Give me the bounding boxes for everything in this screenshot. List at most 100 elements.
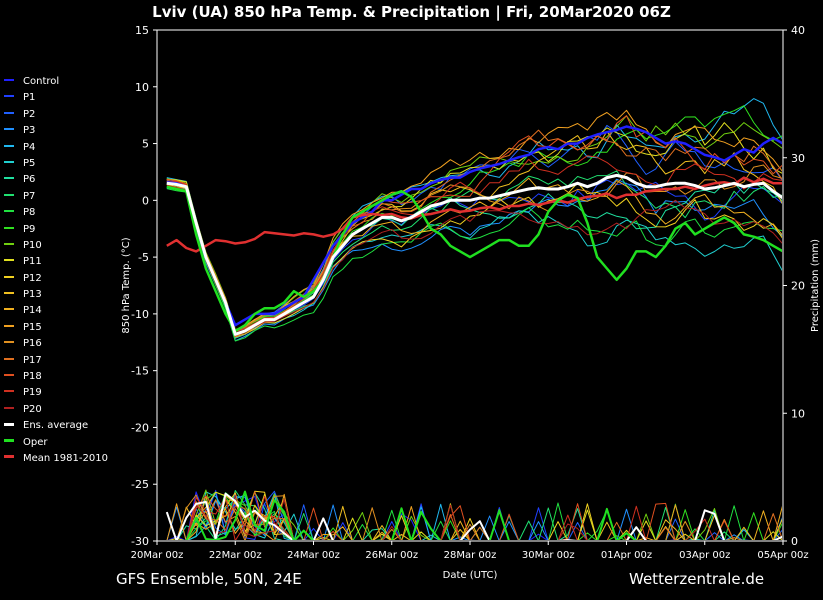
legend-item: Oper: [4, 435, 126, 451]
y-tick-label: -15: [131, 365, 149, 378]
precip-line: [166, 503, 735, 540]
y-axis-label: 850 hPa Temp. (°C): [121, 237, 132, 333]
legend-item: P16: [4, 336, 126, 352]
precip-line: [186, 495, 588, 540]
legend-swatch: [4, 160, 14, 163]
legend-swatch: [4, 374, 14, 377]
legend-label: P12: [23, 272, 42, 284]
legend-item: P17: [4, 353, 126, 369]
legend-label: P6: [23, 174, 36, 186]
member-line: [166, 105, 782, 331]
y2-tick-label: 30: [791, 152, 805, 165]
climate-mean-line: [166, 176, 782, 253]
legend-item: P9: [4, 222, 126, 238]
legend-item: P19: [4, 385, 126, 401]
y2-tick-label: 0: [791, 535, 798, 548]
y-tick-label: -10: [131, 308, 149, 321]
legend-item: P12: [4, 271, 126, 287]
legend-swatch: [4, 210, 14, 213]
legend-item: P11: [4, 254, 126, 270]
legend-item: P13: [4, 287, 126, 303]
y-tick-label: 5: [142, 138, 149, 151]
legend-item: P1: [4, 90, 126, 106]
legend-label: Control: [23, 76, 60, 87]
y-tick-label: 10: [135, 81, 149, 94]
legend-label: P17: [23, 354, 42, 366]
x-axis-label: Date (UTC): [443, 570, 498, 581]
legend-label: P7: [23, 190, 36, 202]
legend-swatch: [4, 390, 14, 393]
x-tick-label: 22Mar 00z: [209, 550, 262, 561]
legend-swatch: [4, 455, 14, 459]
control-line: [166, 125, 782, 327]
legend-label: P15: [23, 321, 42, 333]
legend-label: P2: [23, 108, 36, 120]
y-tick-label: -5: [138, 251, 149, 264]
legend-label: P20: [23, 403, 42, 415]
y2-tick-label: 10: [791, 407, 805, 420]
legend-swatch: [4, 144, 14, 147]
x-tick-label: 28Mar 00z: [444, 550, 497, 561]
legend-swatch: [4, 357, 14, 360]
legend-label: P16: [23, 338, 42, 350]
precip-line: [186, 490, 782, 540]
legend-swatch: [4, 193, 14, 196]
legend-label: P9: [23, 223, 36, 235]
legend-label: P18: [23, 371, 42, 383]
legend-item: P7: [4, 189, 126, 205]
y2-axis-label: Precipitation (mm): [810, 239, 821, 332]
x-tick-label: 05Apr 00z: [757, 550, 808, 561]
legend-swatch: [4, 226, 14, 229]
legend-swatch: [4, 259, 14, 262]
legend-item: P3: [4, 123, 126, 139]
legend-item: Mean 1981-2010: [4, 451, 126, 467]
member-line: [166, 98, 782, 332]
legend-item: P4: [4, 140, 126, 156]
member-line: [166, 122, 782, 331]
legend-label: P8: [23, 207, 36, 219]
legend-label: P19: [23, 387, 42, 399]
plot-frame: [156, 29, 784, 542]
legend-swatch: [4, 177, 14, 180]
legend-label: Ens. average: [23, 420, 89, 432]
site-name: Wetterzentrale.de: [629, 570, 765, 588]
legend-swatch: [4, 292, 14, 295]
x-tick-label: 03Apr 00z: [679, 550, 730, 561]
legend-swatch: [4, 242, 14, 245]
legend-label: P3: [23, 125, 36, 137]
precip-line: [186, 493, 782, 540]
precip-line: [166, 490, 782, 540]
precip-line: [187, 493, 754, 540]
legend-label: P5: [23, 157, 36, 169]
y-tick-label: -25: [131, 478, 149, 491]
series-group: [165, 98, 782, 540]
legend-label: Mean 1981-2010: [23, 452, 108, 464]
legend-swatch: [4, 341, 14, 344]
legend: Control P1 P2 P3 P4 P5 P6 P7 P8 P9 P10 P11 P12 P13 P14…: [4, 74, 126, 467]
legend-label: P13: [23, 289, 42, 301]
member-line: [166, 188, 782, 342]
legend-item: P20: [4, 402, 126, 418]
x-tick-label: 20Mar 00z: [131, 550, 184, 561]
legend-swatch: [4, 406, 14, 409]
legend-label: P1: [23, 92, 36, 104]
precip-line: [165, 492, 782, 540]
legend-item: P2: [4, 107, 126, 123]
member-line: [166, 184, 782, 337]
ens-average-line: [166, 173, 782, 336]
y2-tick-label: 20: [791, 280, 805, 293]
legend-label: Oper: [23, 436, 48, 448]
legend-swatch: [4, 95, 14, 98]
legend-swatch: [4, 439, 14, 443]
precip-line: [186, 495, 715, 540]
x-tick-label: 26Mar 00z: [365, 550, 418, 561]
legend-swatch: [4, 111, 14, 114]
x-tick-label: 24Mar 00z: [287, 550, 340, 561]
legend-item: P5: [4, 156, 126, 172]
y-tick-label: -20: [131, 421, 149, 434]
legend-swatch: [4, 128, 14, 131]
legend-swatch: [4, 324, 14, 327]
member-line: [166, 155, 782, 335]
